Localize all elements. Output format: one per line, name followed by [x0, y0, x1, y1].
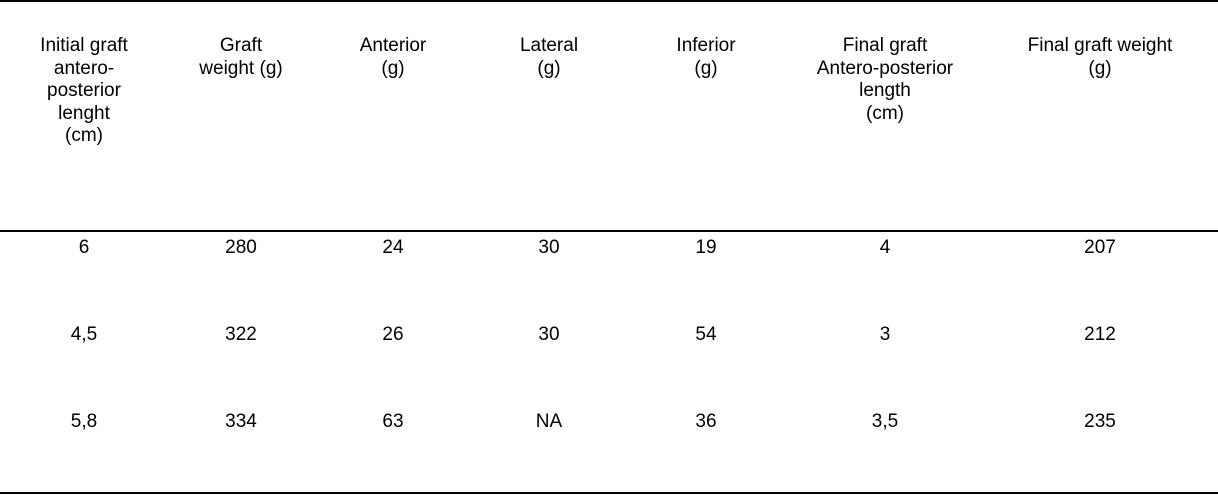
- table-cell: NA: [535, 411, 563, 432]
- table-cell: 36: [695, 411, 717, 432]
- column-header: Inferior (g): [676, 35, 735, 80]
- header-rule: [0, 230, 1218, 232]
- header-line: (g): [381, 57, 405, 79]
- header-line: (g): [694, 57, 718, 79]
- header-line: weight (g): [199, 57, 283, 79]
- header-line: Final graft: [842, 35, 928, 56]
- table-cell: 54: [695, 324, 717, 345]
- header-line: Anterior: [359, 35, 427, 56]
- header-line: length: [859, 80, 911, 102]
- column-header: Final graft weight (g): [1028, 35, 1173, 80]
- column-header: Initial graft antero-posterior lenght (cm): [40, 35, 128, 148]
- table-cell: 280: [225, 237, 257, 258]
- table-cell: 4,5: [70, 324, 98, 345]
- header-line: Lateral: [519, 35, 579, 56]
- column-header: Graft weight (g): [199, 35, 282, 80]
- header-line: Initial graft: [40, 35, 128, 56]
- header-line: (cm): [866, 102, 904, 124]
- table-cell: 19: [695, 237, 717, 258]
- table-cell: 235: [1084, 411, 1116, 432]
- table-cell: 63: [382, 411, 404, 432]
- header-line: antero-: [53, 57, 115, 79]
- column-header: Anterior (g): [360, 35, 427, 80]
- header-line: posterior: [47, 80, 121, 102]
- column-header: Lateral (g): [520, 35, 578, 80]
- table-cell: 26: [382, 324, 404, 345]
- table-cell: 322: [225, 324, 257, 345]
- table-cell: 4: [879, 237, 891, 258]
- table-cell: 3,5: [871, 411, 899, 432]
- table-cell: 30: [538, 237, 560, 258]
- header-line: Inferior: [676, 35, 736, 56]
- table-cell: 24: [382, 237, 404, 258]
- header-line: (g): [1088, 57, 1112, 79]
- table-cell: 3: [879, 324, 891, 345]
- header-line: Antero-posterior: [816, 57, 954, 79]
- header-line: (cm): [65, 125, 103, 147]
- table-cell: 334: [225, 411, 257, 432]
- bottom-rule: [0, 492, 1218, 494]
- table-cell: 212: [1084, 324, 1116, 345]
- header-line: (g): [537, 57, 561, 79]
- table-cell: 6: [78, 237, 90, 258]
- table-cell: 207: [1084, 237, 1116, 258]
- top-rule: [0, 0, 1218, 2]
- header-line: lenght: [58, 102, 110, 124]
- table-cell: 5,8: [70, 411, 98, 432]
- header-line: Final graft weight: [1027, 35, 1173, 56]
- table-cell: 30: [538, 324, 560, 345]
- header-line: Graft: [219, 35, 263, 56]
- column-header: Final graft Antero-posterior length (cm): [817, 35, 953, 125]
